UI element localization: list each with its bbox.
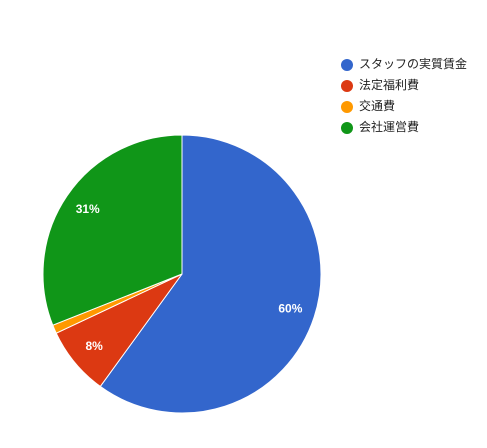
- pie-slice: [42, 134, 183, 326]
- legend-marker: [341, 80, 353, 92]
- pie-slice: [99, 134, 322, 414]
- value-label: 8%: [86, 339, 104, 353]
- legend-label: 会社運営費: [359, 119, 419, 134]
- legend-label: スタッフの実質賃金: [359, 56, 467, 71]
- legend-marker: [341, 122, 353, 134]
- legend-label: 交通費: [359, 98, 395, 113]
- legend-label: 法定福利費: [359, 77, 419, 92]
- value-label: 31%: [76, 202, 100, 216]
- legend-marker: [341, 59, 353, 71]
- legend-marker: [341, 101, 353, 113]
- value-label: 60%: [278, 301, 302, 315]
